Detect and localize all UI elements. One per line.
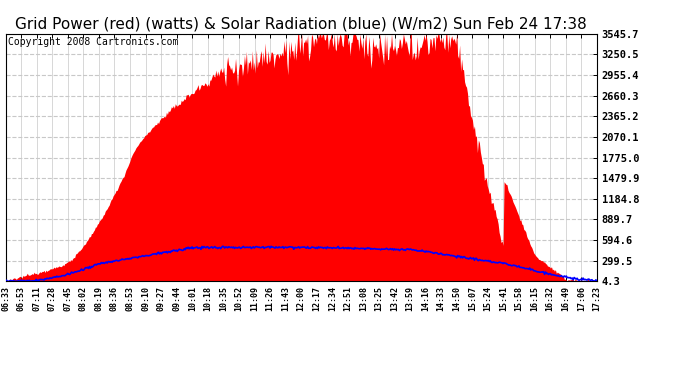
Text: Copyright 2008 Cartronics.com: Copyright 2008 Cartronics.com — [8, 38, 179, 48]
Title: Grid Power (red) (watts) & Solar Radiation (blue) (W/m2) Sun Feb 24 17:38: Grid Power (red) (watts) & Solar Radiati… — [15, 16, 587, 31]
